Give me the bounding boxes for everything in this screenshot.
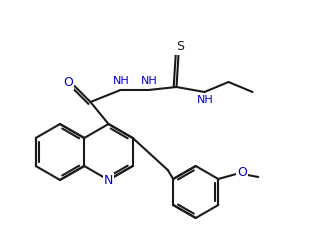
Text: NH: NH bbox=[197, 95, 214, 105]
Text: O: O bbox=[237, 166, 247, 179]
Text: O: O bbox=[64, 76, 73, 88]
Text: N: N bbox=[104, 174, 113, 186]
Text: S: S bbox=[176, 40, 184, 54]
Text: NH: NH bbox=[141, 76, 158, 86]
Text: NH: NH bbox=[113, 76, 130, 86]
